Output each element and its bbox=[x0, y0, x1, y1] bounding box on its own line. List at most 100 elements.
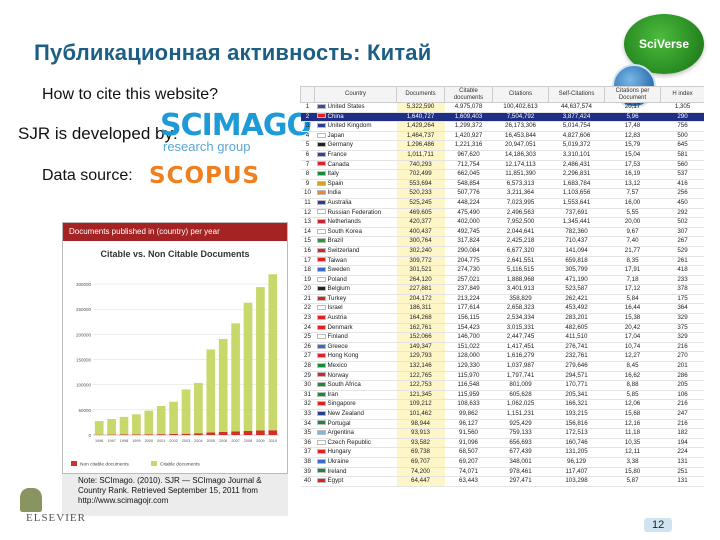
x-tick-label: 1998 bbox=[120, 439, 128, 443]
country-cell[interactable]: Argentina bbox=[314, 428, 397, 439]
country-cell[interactable]: Egypt bbox=[314, 476, 397, 487]
country-cell[interactable]: Ukraine bbox=[314, 457, 397, 468]
country-cell[interactable]: Switzerland bbox=[314, 246, 397, 257]
country-cell[interactable]: Singapore bbox=[314, 399, 397, 410]
country-cell[interactable]: United States bbox=[314, 102, 397, 113]
column-header-citable[interactable]: Citable documents bbox=[444, 86, 493, 103]
table-row[interactable]: 13 Netherlands 420,377 402,000 7,952,500 1,34… bbox=[300, 217, 704, 228]
country-cell[interactable]: Australia bbox=[314, 198, 397, 209]
country-cell[interactable]: Sweden bbox=[314, 265, 397, 276]
documents-cell: 186,311 bbox=[396, 303, 445, 315]
country-cell[interactable]: Norway bbox=[314, 371, 397, 382]
self-citations-cell: 782,360 bbox=[548, 227, 605, 238]
table-row[interactable]: 1 United States 5,322,590 4,975,078 100,402,… bbox=[300, 102, 704, 113]
country-cell[interactable]: Finland bbox=[314, 332, 397, 343]
table-row[interactable]: 5 Germany 1,296,486 1,221,316 20,947,051 5,01… bbox=[300, 140, 704, 151]
country-cell[interactable]: Canada bbox=[314, 160, 397, 171]
country-cell[interactable]: Poland bbox=[314, 275, 397, 286]
table-row[interactable]: 28 Mexico 132,146 129,330 1,037,987 279,646 8,… bbox=[300, 361, 704, 372]
country-cell[interactable]: South Korea bbox=[314, 227, 397, 238]
country-cell[interactable]: Czech Republic bbox=[314, 438, 397, 449]
table-row[interactable]: 31 Iran 121,345 115,959 605,628 205,341 5,85 10… bbox=[300, 390, 704, 401]
table-row[interactable]: 20 Belgium 227,881 237,849 3,401,913 523,587 1… bbox=[300, 284, 704, 295]
country-cell[interactable]: Mexico bbox=[314, 361, 397, 372]
table-row[interactable]: 37 Hungary 69,738 68,507 677,439 131,205 12,11… bbox=[300, 447, 704, 458]
table-row[interactable]: 2 China 1,640,727 1,609,403 7,504,792 3,877,4… bbox=[300, 112, 704, 123]
country-cell[interactable]: Netherlands bbox=[314, 217, 397, 228]
country-cell[interactable]: Portugal bbox=[314, 419, 397, 430]
table-row[interactable]: 9 Spain 553,694 548,854 6,573,313 1,683,784 13… bbox=[300, 179, 704, 190]
country-cell[interactable]: Russian Federation bbox=[314, 208, 397, 219]
table-row[interactable]: 8 Italy 702,499 662,045 11,851,390 2,296,831 1… bbox=[300, 169, 704, 180]
cite-question[interactable]: How to cite this website? bbox=[42, 86, 219, 103]
column-header-self-citations[interactable]: Self-Citations bbox=[548, 86, 605, 103]
table-row[interactable]: 6 France 1,011,711 967,620 14,186,303 3,310,1… bbox=[300, 150, 704, 161]
table-row[interactable]: 32 Singapore 109,212 108,633 1,062,025 166,32… bbox=[300, 399, 704, 410]
country-cell[interactable]: India bbox=[314, 188, 397, 199]
table-row[interactable]: 7 Canada 740,293 712,754 12,174,113 2,486,431… bbox=[300, 160, 704, 171]
table-row[interactable]: 33 New Zealand 101,462 99,862 1,151,231 193,2… bbox=[300, 409, 704, 420]
country-cell[interactable]: Hong Kong bbox=[314, 351, 397, 363]
country-cell[interactable]: France bbox=[314, 150, 397, 161]
country-cell[interactable]: Brazil bbox=[314, 236, 397, 247]
column-header-h-index[interactable]: H index bbox=[660, 86, 704, 103]
table-row[interactable]: 16 Switzerland 302,240 290,084 6,677,320 141,… bbox=[300, 246, 704, 257]
country-cell[interactable]: Italy bbox=[314, 169, 397, 180]
country-cell[interactable]: Belgium bbox=[314, 284, 397, 295]
column-header-citations[interactable]: Citations bbox=[492, 86, 549, 103]
country-cell[interactable]: New Zealand bbox=[314, 409, 397, 420]
table-row[interactable]: 38 Ukraine 69,707 69,207 348,001 96,129 3,38 13… bbox=[300, 457, 704, 468]
country-cell[interactable]: Taiwan bbox=[314, 256, 397, 267]
table-row[interactable]: 36 Czech Republic 93,582 91,096 656,693 160,7… bbox=[300, 438, 704, 449]
table-row[interactable]: 12 Russian Federation 469,605 475,490 2,496,… bbox=[300, 208, 704, 219]
country-cell[interactable]: United Kingdom bbox=[314, 121, 397, 132]
table-row[interactable]: 4 Japan 1,464,737 1,420,927 16,453,844 4,827,… bbox=[300, 131, 704, 142]
table-row[interactable]: 24 Denmark 162,761 154,423 3,015,331 482,605 2… bbox=[300, 323, 704, 334]
cpd-cell: 12,83 bbox=[604, 131, 661, 142]
table-row[interactable]: 27 Hong Kong 129,793 128,000 1,616,279 232,76… bbox=[300, 351, 704, 363]
country-cell[interactable]: Ireland bbox=[314, 467, 397, 478]
country-cell[interactable]: South Africa bbox=[314, 380, 397, 391]
country-cell[interactable]: Israel bbox=[314, 303, 397, 315]
x-tick-label: 2009 bbox=[256, 439, 264, 443]
citations-cell: 16,453,844 bbox=[492, 131, 549, 142]
table-row[interactable]: 21 Turkey 204,172 213,224 358,829 262,421 5,84… bbox=[300, 294, 704, 305]
table-row[interactable]: 39 Ireland 74,200 74,071 978,461 117,407 15,80… bbox=[300, 467, 704, 478]
h-index-cell: 581 bbox=[660, 150, 704, 161]
table-row[interactable]: 22 Israel 186,311 177,614 2,658,323 453,492 16… bbox=[300, 303, 704, 315]
citations-cell: 2,534,334 bbox=[492, 313, 549, 324]
country-flag-icon bbox=[316, 295, 326, 301]
country-cell[interactable]: Germany bbox=[314, 140, 397, 151]
table-row[interactable]: 25 Finland 152,066 146,700 2,447,745 411,510 1… bbox=[300, 332, 704, 343]
country-cell[interactable]: Greece bbox=[314, 342, 397, 353]
country-cell[interactable]: Turkey bbox=[314, 294, 397, 305]
country-cell[interactable]: Austria bbox=[314, 313, 397, 324]
table-row[interactable]: 14 South Korea 400,437 492,745 2,044,641 782,… bbox=[300, 227, 704, 238]
country-cell[interactable]: Spain bbox=[314, 179, 397, 190]
country-cell[interactable]: Iran bbox=[314, 390, 397, 401]
table-row[interactable]: 19 Poland 264,120 257,021 1,888,968 471,190 7,… bbox=[300, 275, 704, 286]
h-index-cell: 224 bbox=[660, 447, 704, 458]
table-row[interactable]: 18 Sweden 301,521 274,730 5,116,515 305,799 17… bbox=[300, 265, 704, 276]
table-row[interactable]: 29 Norway 122,765 115,970 1,797,741 294,571 16… bbox=[300, 371, 704, 382]
column-header-country[interactable]: Country bbox=[314, 86, 397, 103]
h-index-cell: 364 bbox=[660, 303, 704, 315]
table-row[interactable]: 26 Greece 149,347 151,022 1,417,451 276,741 10… bbox=[300, 342, 704, 353]
column-header-documents[interactable]: Documents bbox=[396, 86, 445, 103]
table-row[interactable]: 10 India 520,233 507,776 3,211,364 1,103,656 7… bbox=[300, 188, 704, 199]
table-row[interactable]: 23 Austria 164,268 156,115 2,534,334 283,201 1… bbox=[300, 313, 704, 324]
country-cell[interactable]: Hungary bbox=[314, 447, 397, 458]
table-row[interactable]: 3 United Kingdom 1,429,264 1,299,372 26,173,… bbox=[300, 121, 704, 132]
table-row[interactable]: 40 Egypt 64,447 63,443 297,471 103,298 5,87 131 bbox=[300, 476, 704, 487]
column-header-citations-per-document[interactable]: Citations per Document bbox=[604, 86, 661, 103]
country-cell[interactable]: China bbox=[314, 112, 397, 123]
table-row[interactable]: 35 Argentina 93,913 91,560 759,133 172,513 11,… bbox=[300, 428, 704, 439]
country-cell[interactable]: Japan bbox=[314, 131, 397, 142]
table-row[interactable]: 17 Taiwan 309,772 204,775 2,641,551 659,818 8,… bbox=[300, 256, 704, 267]
table-row[interactable]: 30 South Africa 122,753 116,548 801,009 170,7… bbox=[300, 380, 704, 391]
documents-cell: 1,464,737 bbox=[396, 131, 445, 142]
table-row[interactable]: 15 Brazil 300,764 317,824 2,425,218 710,437 7,… bbox=[300, 236, 704, 247]
table-row[interactable]: 34 Portugal 98,944 96,127 925,429 156,816 12,1… bbox=[300, 419, 704, 430]
table-row[interactable]: 11 Australia 525,245 448,224 7,023,995 1,553,… bbox=[300, 198, 704, 209]
country-cell[interactable]: Denmark bbox=[314, 323, 397, 334]
